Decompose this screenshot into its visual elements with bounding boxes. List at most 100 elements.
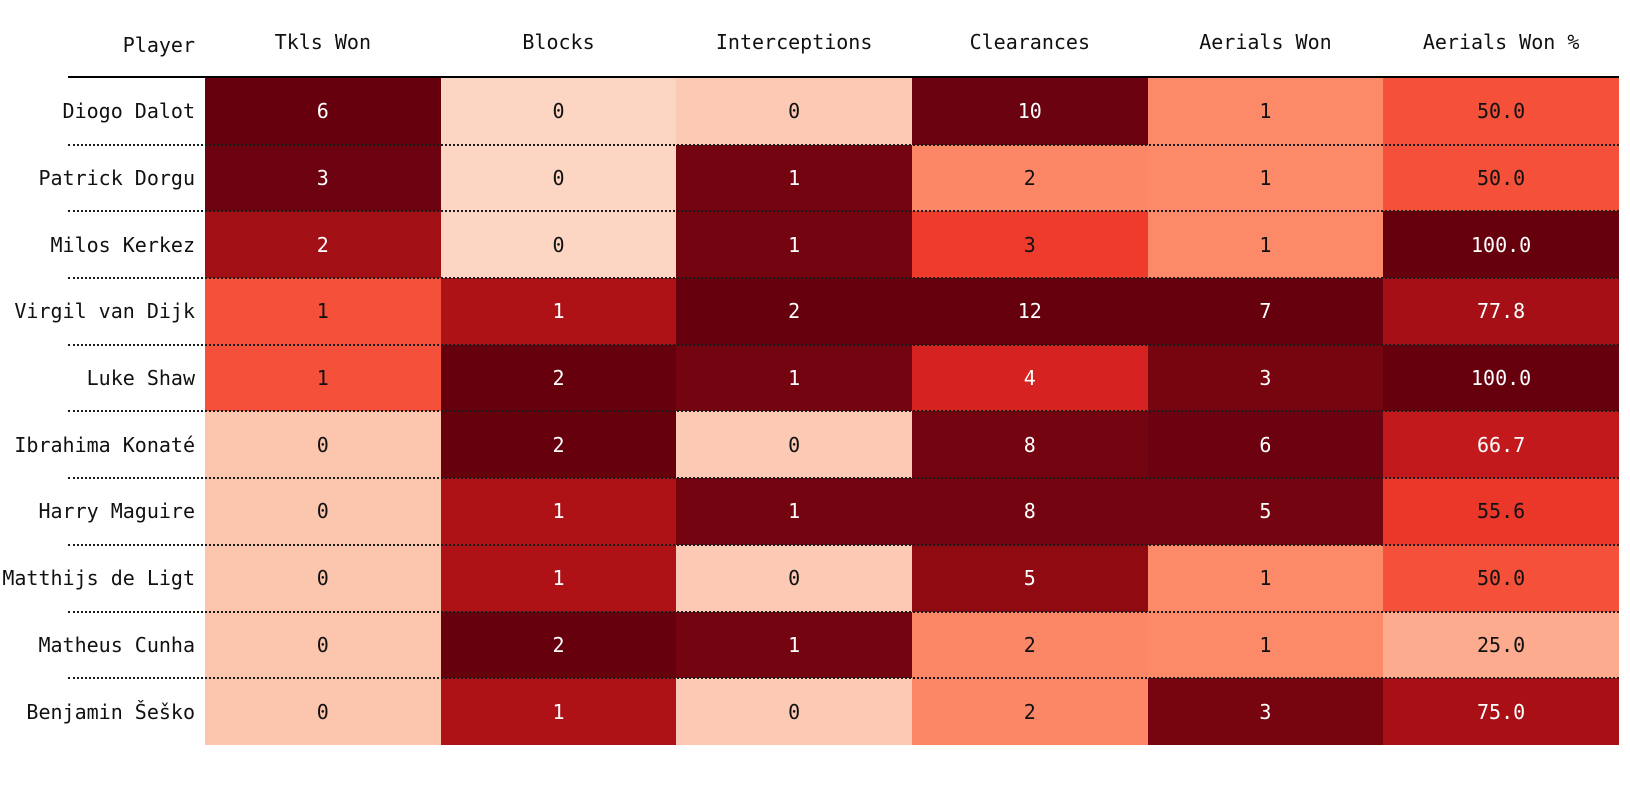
stat-cell-blocks: 1 <box>440 478 677 545</box>
stat-cell-blocks: 2 <box>440 411 677 479</box>
table-header-row: Player Tkls Won Blocks Interceptions Cle… <box>68 0 1619 78</box>
column-header-tkls-won: Tkls Won <box>274 30 371 54</box>
table-row: Patrick Dorgu 3 0 1 2 1 50.0 <box>38 143 1619 212</box>
column-header-blocks: Blocks <box>522 30 595 54</box>
stat-cell-aerials-won: 3 <box>1147 344 1384 412</box>
player-name-label: Milos Kerkez <box>50 232 196 257</box>
stat-cell-tkls-won: 1 <box>205 278 441 345</box>
stat-cell-interceptions: 1 <box>676 211 912 279</box>
stat-cell-clearances: 4 <box>911 344 1148 412</box>
stat-cell-blocks: 2 <box>440 344 677 412</box>
row-separator <box>68 610 1619 613</box>
table-body: Diogo Dalot 6 0 0 10 1 50.0 Patrick Dorgu 3 0 1 2 1 5… <box>2 78 1619 745</box>
table-row: Milos Kerkez 2 0 1 3 1 100.0 <box>51 210 1619 279</box>
stat-cell-blocks: 0 <box>440 144 677 212</box>
stat-cell-interceptions: 0 <box>676 411 912 479</box>
player-name: Milos Kerkez <box>51 211 205 278</box>
defensive-stats-heatmap-table: Player Tkls Won Blocks Interceptions Cle… <box>2 0 1619 745</box>
player-name-label: Matthijs de Ligt <box>2 566 195 591</box>
stat-cell-blocks: 0 <box>440 211 677 279</box>
stat-cell-tkls-won: 2 <box>205 211 441 279</box>
row-separator <box>68 677 1619 680</box>
stat-cell-tkls-won: 0 <box>205 411 441 479</box>
stat-cell-interceptions: 0 <box>676 678 912 745</box>
player-name: Harry Maguire <box>38 478 205 545</box>
stat-cell-clearances: 2 <box>911 144 1148 212</box>
player-name: Virgil van Dijk <box>14 278 205 345</box>
stat-cell-aerials-won: 1 <box>1147 611 1384 679</box>
stat-cell-tkls-won: 0 <box>205 611 441 679</box>
stat-cell-blocks: 0 <box>440 78 677 145</box>
stat-cell-aerials-won: 1 <box>1147 144 1384 212</box>
stat-cell-aerials-won-pct: 77.8 <box>1383 278 1619 345</box>
stat-cell-aerials-won: 3 <box>1147 678 1384 745</box>
stat-cell-clearances: 12 <box>911 278 1148 345</box>
stat-cell-tkls-won: 6 <box>205 78 441 145</box>
stat-cell-blocks: 2 <box>440 611 677 679</box>
stat-cell-clearances: 2 <box>911 678 1148 745</box>
stat-cell-aerials-won-pct: 66.7 <box>1383 411 1619 479</box>
player-name-label: Luke Shaw <box>86 366 195 391</box>
table-row: Benjamin Šeško 0 1 0 2 3 75.0 <box>26 677 1619 745</box>
stat-cell-clearances: 3 <box>911 211 1148 279</box>
stat-cell-interceptions: 1 <box>676 144 912 212</box>
column-header-clearances: Clearances <box>969 30 1090 54</box>
player-name: Luke Shaw <box>68 345 205 412</box>
stat-cell-interceptions: 1 <box>676 611 912 679</box>
stat-cell-blocks: 1 <box>440 678 677 745</box>
row-separator <box>68 343 1619 346</box>
stat-cell-interceptions: 1 <box>676 344 912 412</box>
row-separator <box>68 410 1619 413</box>
player-name: Matthijs de Ligt <box>2 545 205 612</box>
row-separator <box>68 477 1619 480</box>
player-name-label: Benjamin Šeško <box>26 699 195 724</box>
player-name-label: Matheus Cunha <box>38 632 195 657</box>
table-row: Diogo Dalot 6 0 0 10 1 50.0 <box>63 78 1619 145</box>
player-name: Matheus Cunha <box>38 612 205 679</box>
stat-cell-clearances: 8 <box>911 411 1148 479</box>
player-name-label: Diogo Dalot <box>62 99 195 124</box>
stat-cell-tkls-won: 1 <box>205 344 441 412</box>
stat-cell-aerials-won: 1 <box>1147 78 1384 145</box>
player-name: Benjamin Šeško <box>26 678 205 745</box>
stat-cell-aerials-won-pct: 55.6 <box>1383 478 1619 545</box>
stat-cell-clearances: 10 <box>911 78 1148 145</box>
stat-cell-tkls-won: 3 <box>205 144 441 212</box>
table-row: Virgil van Dijk 1 1 2 12 7 77.8 <box>14 277 1619 345</box>
stat-cell-aerials-won-pct: 25.0 <box>1383 611 1619 679</box>
table-row: Luke Shaw 1 2 1 4 3 100.0 <box>68 343 1619 412</box>
stat-cell-clearances: 5 <box>911 544 1148 612</box>
stat-cell-aerials-won: 1 <box>1147 211 1384 279</box>
stat-cell-aerials-won: 6 <box>1147 411 1384 479</box>
row-separator <box>68 143 1619 146</box>
table-row: Matheus Cunha 0 2 1 2 1 25.0 <box>38 610 1619 679</box>
column-header-interceptions: Interceptions <box>715 30 873 54</box>
stat-cell-aerials-won: 5 <box>1147 478 1384 545</box>
player-name-label: Harry Maguire <box>38 499 195 524</box>
player-name-label: Virgil van Dijk <box>14 299 195 324</box>
stat-cell-interceptions: 2 <box>676 278 912 345</box>
table-row: Harry Maguire 0 1 1 8 5 55.6 <box>38 477 1619 545</box>
stat-cell-blocks: 1 <box>440 278 677 345</box>
stat-cell-aerials-won-pct: 50.0 <box>1383 544 1619 612</box>
table-row: Ibrahima Konaté 0 2 0 8 6 66.7 <box>14 410 1619 479</box>
stat-cell-aerials-won-pct: 100.0 <box>1383 211 1619 279</box>
stat-cell-aerials-won-pct: 75.0 <box>1383 678 1619 745</box>
table-row: Matthijs de Ligt 0 1 0 5 1 50.0 <box>2 543 1619 612</box>
stat-cell-interceptions: 1 <box>676 478 912 545</box>
stat-cell-aerials-won-pct: 50.0 <box>1383 78 1619 145</box>
stat-cell-clearances: 8 <box>911 478 1148 545</box>
column-header-aerials-won: Aerials Won <box>1199 30 1332 54</box>
row-separator <box>68 277 1619 280</box>
player-name: Ibrahima Konaté <box>14 411 205 478</box>
column-header-player-label: Player <box>122 33 195 58</box>
stat-cell-interceptions: 0 <box>676 78 912 145</box>
stat-cell-tkls-won: 0 <box>205 544 441 612</box>
stat-cell-clearances: 2 <box>911 611 1148 679</box>
stat-cell-blocks: 1 <box>440 544 677 612</box>
player-name: Diogo Dalot <box>63 78 205 145</box>
stat-cell-aerials-won-pct: 100.0 <box>1383 344 1619 412</box>
column-header-player: Player <box>68 8 205 76</box>
stat-cell-interceptions: 0 <box>676 544 912 612</box>
stat-cell-tkls-won: 0 <box>205 678 441 745</box>
